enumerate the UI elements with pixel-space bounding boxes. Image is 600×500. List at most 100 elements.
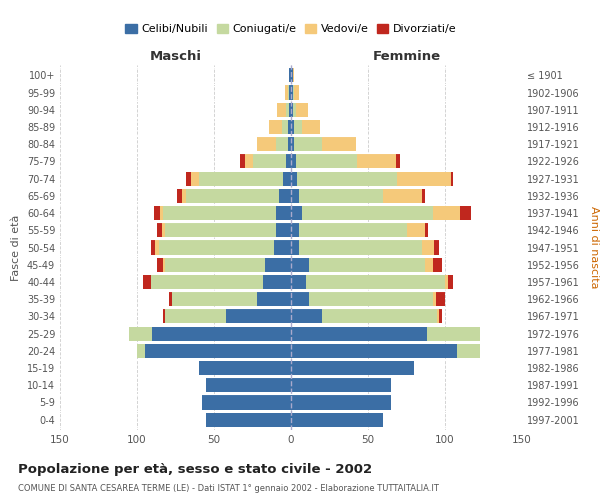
Bar xyxy=(288,137,291,152)
Bar xyxy=(294,86,299,100)
Bar xyxy=(283,172,291,185)
Bar xyxy=(307,275,445,289)
Bar xyxy=(293,86,294,100)
Text: Femmine: Femmine xyxy=(373,50,440,64)
Bar xyxy=(163,258,165,272)
Bar xyxy=(163,206,275,220)
Bar xyxy=(182,189,186,203)
Bar xyxy=(154,206,160,220)
Bar xyxy=(291,240,299,254)
Bar xyxy=(286,102,289,117)
Bar xyxy=(407,223,425,238)
Bar xyxy=(277,102,286,117)
Bar xyxy=(291,137,294,152)
Bar xyxy=(422,240,434,254)
Bar xyxy=(291,154,296,168)
Bar xyxy=(291,361,414,375)
Bar xyxy=(269,120,282,134)
Bar xyxy=(425,258,433,272)
Bar xyxy=(291,223,299,238)
Bar xyxy=(291,189,299,203)
Bar xyxy=(322,310,437,324)
Bar xyxy=(310,292,433,306)
Bar xyxy=(206,378,291,392)
Bar xyxy=(151,240,155,254)
Bar xyxy=(257,292,291,306)
Bar xyxy=(278,189,291,203)
Bar xyxy=(294,137,322,152)
Bar xyxy=(310,258,425,272)
Bar xyxy=(274,240,291,254)
Bar xyxy=(130,326,152,340)
Bar xyxy=(293,68,294,82)
Bar xyxy=(291,102,293,117)
Bar xyxy=(445,275,448,289)
Y-axis label: Fasce di età: Fasce di età xyxy=(11,214,21,280)
Bar xyxy=(165,258,265,272)
Bar xyxy=(299,240,422,254)
Bar xyxy=(186,172,191,185)
Bar xyxy=(397,172,451,185)
Bar xyxy=(253,154,286,168)
Bar xyxy=(433,206,460,220)
Bar xyxy=(291,68,293,82)
Bar xyxy=(291,344,457,358)
Bar xyxy=(297,172,397,185)
Bar xyxy=(191,172,199,185)
Bar xyxy=(257,137,275,152)
Bar xyxy=(199,172,283,185)
Bar xyxy=(263,275,291,289)
Bar xyxy=(383,189,422,203)
Bar xyxy=(163,310,165,324)
Bar xyxy=(293,102,296,117)
Bar xyxy=(294,120,302,134)
Bar xyxy=(245,154,253,168)
Bar xyxy=(433,292,436,306)
Bar xyxy=(289,68,291,82)
Bar xyxy=(302,120,320,134)
Bar xyxy=(165,223,275,238)
Bar xyxy=(291,396,391,409)
Bar xyxy=(286,154,291,168)
Bar xyxy=(161,223,165,238)
Bar xyxy=(291,292,310,306)
Bar xyxy=(285,86,288,100)
Bar xyxy=(137,344,145,358)
Bar xyxy=(143,275,151,289)
Bar xyxy=(177,189,182,203)
Bar xyxy=(460,206,471,220)
Bar xyxy=(240,154,245,168)
Bar xyxy=(422,189,425,203)
Bar xyxy=(439,310,442,324)
Bar xyxy=(289,86,291,100)
Bar xyxy=(291,326,427,340)
Bar xyxy=(145,344,291,358)
Bar xyxy=(427,326,481,340)
Bar xyxy=(165,310,226,324)
Bar xyxy=(299,189,383,203)
Bar xyxy=(160,206,163,220)
Bar xyxy=(291,172,297,185)
Bar xyxy=(275,206,291,220)
Bar xyxy=(202,396,291,409)
Bar xyxy=(433,258,442,272)
Bar xyxy=(291,258,310,272)
Bar xyxy=(434,240,439,254)
Bar xyxy=(302,206,433,220)
Bar xyxy=(296,154,357,168)
Bar xyxy=(157,223,161,238)
Bar xyxy=(186,189,278,203)
Bar xyxy=(275,223,291,238)
Bar xyxy=(206,412,291,426)
Bar xyxy=(436,292,445,306)
Bar xyxy=(396,154,400,168)
Bar xyxy=(265,258,291,272)
Bar xyxy=(448,275,453,289)
Bar xyxy=(357,154,396,168)
Bar xyxy=(299,223,407,238)
Bar xyxy=(155,240,158,254)
Bar xyxy=(157,258,163,272)
Bar xyxy=(291,206,302,220)
Bar xyxy=(457,344,481,358)
Text: COMUNE DI SANTA CESAREA TERME (LE) - Dati ISTAT 1° gennaio 2002 - Elaborazione T: COMUNE DI SANTA CESAREA TERME (LE) - Dat… xyxy=(18,484,439,493)
